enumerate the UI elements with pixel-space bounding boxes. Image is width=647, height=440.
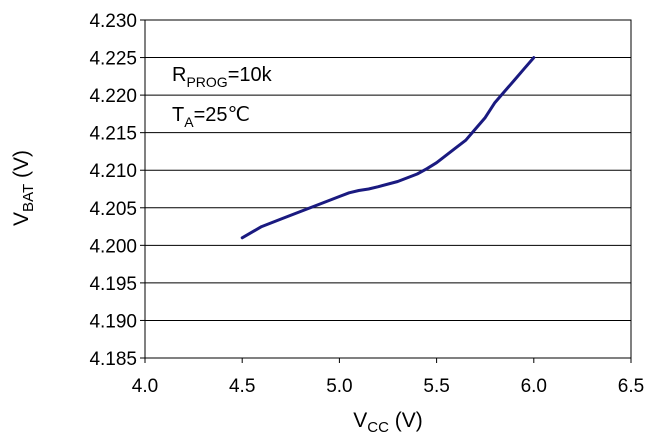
y-axis-label: VBAT (V) — [10, 150, 37, 226]
y-tick-label: 4.205 — [89, 199, 137, 220]
y-tick-label: 4.230 — [89, 11, 137, 32]
x-axis-label: VCC (V) — [353, 409, 423, 436]
y-tick-label: 4.220 — [89, 86, 137, 107]
y-tick-label: 4.190 — [89, 311, 137, 332]
annotation-rprog: RPROG=10k — [172, 64, 273, 90]
y-tick-label: 4.225 — [89, 49, 137, 70]
plot-area — [144, 19, 632, 359]
y-tick-label: 4.195 — [89, 274, 137, 295]
annotation-temperature: TA=25℃ — [172, 104, 250, 130]
x-tick-label: 6.5 — [618, 376, 644, 397]
y-tick-label: 4.210 — [89, 161, 137, 182]
series-layer — [240, 56, 536, 240]
x-axis-ticks: 4.0 4.5 5.0 5.5 6.0 6.5 — [132, 358, 644, 397]
y-tick-label: 4.185 — [89, 349, 137, 370]
series-line — [240, 56, 536, 240]
x-tick-label: 4.0 — [132, 376, 158, 397]
x-tick-label: 5.0 — [326, 376, 352, 397]
x-tick-label: 5.5 — [423, 376, 449, 397]
y-axis-ticks: 4.230 4.225 4.220 4.215 4.210 4.205 4.200 4.195… — [89, 11, 145, 370]
x-tick-label: 4.5 — [229, 376, 255, 397]
y-tick-label: 4.200 — [89, 236, 137, 257]
y-tick-label: 4.215 — [89, 124, 137, 145]
x-tick-label: 6.0 — [521, 376, 547, 397]
gridlines — [145, 19, 631, 359]
